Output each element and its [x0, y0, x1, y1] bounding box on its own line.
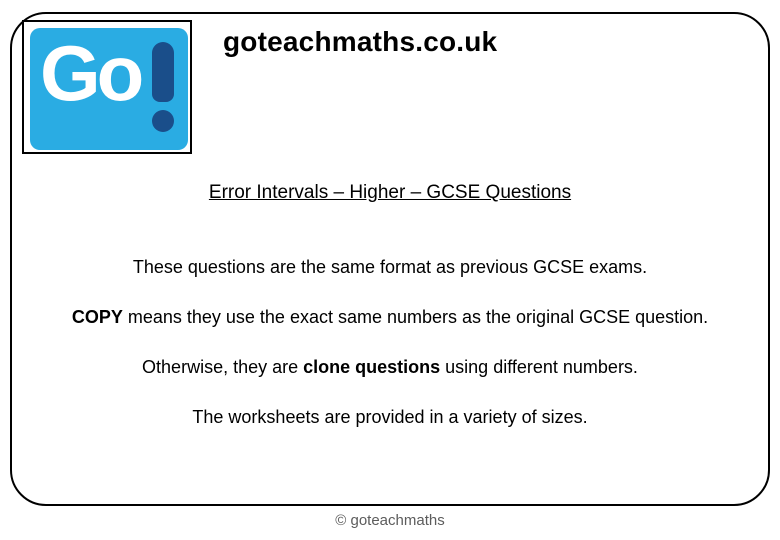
exclamation-icon: [152, 42, 174, 132]
logo-background: Go: [30, 28, 188, 150]
copy-bold: COPY: [72, 307, 123, 327]
logo-text: Go: [40, 34, 140, 112]
site-title: goteachmaths.co.uk: [223, 26, 497, 58]
intro-line-3: Otherwise, they are clone questions usin…: [0, 356, 780, 379]
worksheet-title: Error Intervals – Higher – GCSE Question…: [0, 182, 780, 204]
copy-rest: means they use the exact same numbers as…: [123, 307, 708, 327]
logo: Go: [22, 20, 192, 154]
intro-line-2: COPY means they use the exact same numbe…: [0, 306, 780, 329]
clone-bold: clone questions: [303, 357, 440, 377]
l3-b: using different numbers.: [440, 357, 638, 377]
intro-line-1: These questions are the same format as p…: [0, 256, 780, 279]
intro-line-4: The worksheets are provided in a variety…: [0, 406, 780, 429]
footer-copyright: © goteachmaths: [0, 512, 780, 529]
l3-a: Otherwise, they are: [142, 357, 303, 377]
